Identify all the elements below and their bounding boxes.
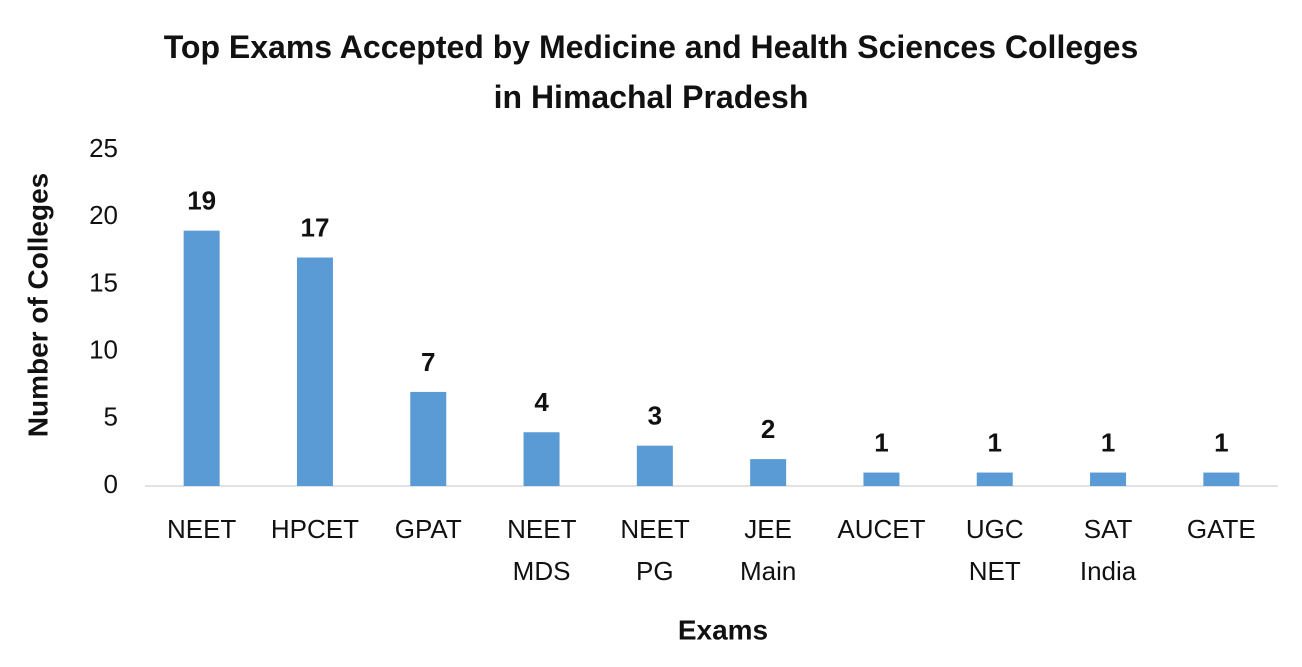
x-tick-label: GPAT bbox=[394, 514, 462, 544]
bar bbox=[863, 472, 900, 486]
bar bbox=[976, 472, 1013, 486]
value-label: 1 bbox=[874, 427, 888, 457]
y-axis-title: Number of Colleges bbox=[22, 173, 53, 437]
value-label: 4 bbox=[534, 387, 549, 417]
bar bbox=[523, 432, 560, 486]
y-tick-label: 15 bbox=[89, 267, 118, 297]
value-label: 2 bbox=[761, 414, 775, 444]
x-tick-label: SAT India bbox=[1079, 514, 1137, 586]
bar bbox=[183, 230, 220, 486]
value-label: 17 bbox=[300, 212, 329, 242]
x-tick-label: UGC NET bbox=[965, 514, 1024, 586]
bar bbox=[636, 445, 673, 486]
y-tick-label: 20 bbox=[89, 200, 118, 230]
bar bbox=[1203, 472, 1240, 486]
bar bbox=[296, 257, 333, 486]
bar bbox=[410, 391, 447, 486]
x-tick-label: AUCET bbox=[837, 514, 926, 544]
x-axis-title: Exams bbox=[678, 614, 768, 645]
bar bbox=[750, 459, 787, 486]
x-tick-label: HPCET bbox=[270, 514, 359, 544]
x-tick-label: NEET MDS bbox=[507, 514, 577, 586]
x-tick-label: GATE bbox=[1186, 514, 1256, 544]
chart-title: Top Exams Accepted by Medicine and Healt… bbox=[163, 29, 1139, 115]
x-tick-label: JEE Main bbox=[739, 514, 797, 586]
x-tick-label: NEET PG bbox=[620, 514, 690, 586]
x-tick-label: NEET bbox=[166, 514, 237, 544]
y-tick-label: 25 bbox=[89, 133, 118, 163]
value-label: 19 bbox=[187, 186, 216, 216]
bar bbox=[1090, 472, 1127, 486]
value-label: 1 bbox=[1101, 427, 1115, 457]
y-tick-label: 5 bbox=[104, 402, 118, 432]
value-label: 1 bbox=[988, 427, 1002, 457]
value-label: 3 bbox=[648, 401, 662, 431]
y-tick-label: 0 bbox=[104, 469, 118, 499]
value-label: 7 bbox=[421, 347, 435, 377]
y-tick-label: 10 bbox=[89, 334, 118, 364]
value-label: 1 bbox=[1214, 427, 1228, 457]
